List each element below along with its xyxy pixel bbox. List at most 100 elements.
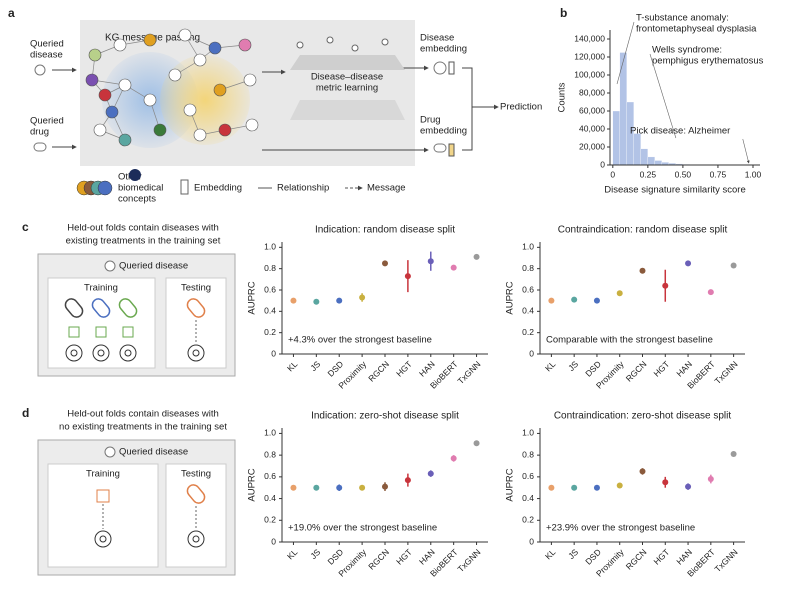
y-tick-label: 0.2 (264, 327, 276, 337)
y-tick-label: 40,000 (579, 123, 605, 133)
dot (382, 483, 388, 490)
icon (433, 143, 447, 153)
testing-label: Testing (181, 283, 211, 294)
dot (473, 440, 480, 447)
chart-title: Indication: random disease split (315, 225, 455, 236)
dot (473, 253, 480, 260)
icon (104, 260, 116, 272)
x-tick-label: TxGNN (713, 547, 740, 574)
icon (91, 298, 111, 318)
dot (548, 297, 555, 304)
x-tick-label: 1.00 (745, 169, 762, 179)
bar (612, 110, 620, 166)
icon (70, 349, 78, 357)
y-tick-label: 0.4 (264, 493, 276, 503)
label-line: disease (30, 50, 63, 61)
x-tick-label: DSD (583, 359, 603, 379)
y-tick-label: 60,000 (579, 105, 605, 115)
pointer (616, 21, 635, 85)
chart-title: Contraindication: random disease split (558, 225, 728, 236)
legend-icon (180, 179, 189, 195)
y-tick-label: 0.4 (522, 493, 534, 503)
label-line: Held-out folds contain diseases with (67, 223, 219, 234)
halo (160, 55, 250, 145)
y-tick-label: 0.2 (522, 515, 534, 525)
legend-label: Message (367, 183, 406, 194)
plane (290, 55, 405, 70)
node (381, 38, 389, 46)
node (183, 103, 197, 117)
dot (313, 298, 320, 305)
node (213, 83, 227, 97)
y-axis-label: Counts (557, 82, 568, 112)
icon (186, 298, 206, 318)
bar (640, 148, 649, 166)
x-tick-label: KL (285, 547, 300, 562)
dot (593, 484, 600, 491)
dot (450, 455, 457, 462)
y-tick-label: 0.4 (264, 306, 276, 316)
x-tick-label: 0.25 (640, 169, 657, 179)
x-tick-label: KL (543, 359, 558, 374)
x-tick-label: HGT (652, 547, 672, 567)
y-tick-label: 120,000 (574, 51, 605, 61)
dot (382, 260, 388, 267)
label-line: embedding (420, 126, 467, 137)
training-label: Training (86, 469, 120, 480)
chart-title: Indication: zero-shot disease split (311, 411, 459, 422)
panel-label: c (22, 220, 29, 234)
node (113, 38, 127, 52)
x-tick-label: TxGNN (455, 547, 482, 574)
dot (548, 484, 555, 491)
icon (124, 349, 132, 357)
icon (92, 344, 110, 362)
pointer (742, 138, 750, 164)
dot (404, 273, 411, 280)
x-tick-label: RGCN (366, 359, 391, 384)
icon (33, 142, 47, 152)
dot (313, 484, 320, 491)
node (85, 73, 99, 87)
y-tick-label: 0 (271, 348, 276, 358)
node (143, 93, 157, 107)
dot (730, 262, 737, 269)
label-line: T-substance anomaly: (636, 13, 729, 24)
label-line: existing treatments in the training set (66, 236, 221, 247)
dot (290, 297, 297, 304)
node (238, 38, 252, 52)
dot (359, 294, 366, 301)
node (245, 118, 259, 132)
icon (97, 349, 105, 357)
panel-label: d (22, 406, 29, 420)
node (118, 133, 132, 147)
dot (685, 483, 692, 490)
label-line: Drug (420, 115, 441, 126)
y-tick-label: 0.6 (522, 471, 534, 481)
y-tick-label: 0.4 (522, 306, 534, 316)
dot (336, 484, 343, 491)
icon (192, 535, 200, 543)
x-tick-label: TxGNN (455, 359, 482, 386)
y-tick-label: 20,000 (579, 141, 605, 151)
label-line: Queried (30, 116, 64, 127)
node (98, 88, 112, 102)
x-tick-label: KL (285, 359, 300, 374)
node (296, 41, 304, 49)
bar (654, 160, 663, 166)
embedding-icon (448, 143, 455, 157)
node (208, 41, 222, 55)
y-tick-label: 80,000 (579, 87, 605, 97)
x-tick-label: HAN (674, 547, 694, 567)
dot (616, 290, 623, 297)
x-tick-label: 0.75 (710, 169, 727, 179)
icon (65, 344, 83, 362)
icon (433, 61, 447, 75)
node (153, 123, 167, 137)
x-tick-label: HAN (674, 359, 694, 379)
node (168, 68, 182, 82)
box (47, 463, 159, 568)
prediction: Prediction (500, 102, 542, 113)
y-tick-label: 0 (529, 348, 534, 358)
icon (186, 484, 206, 504)
